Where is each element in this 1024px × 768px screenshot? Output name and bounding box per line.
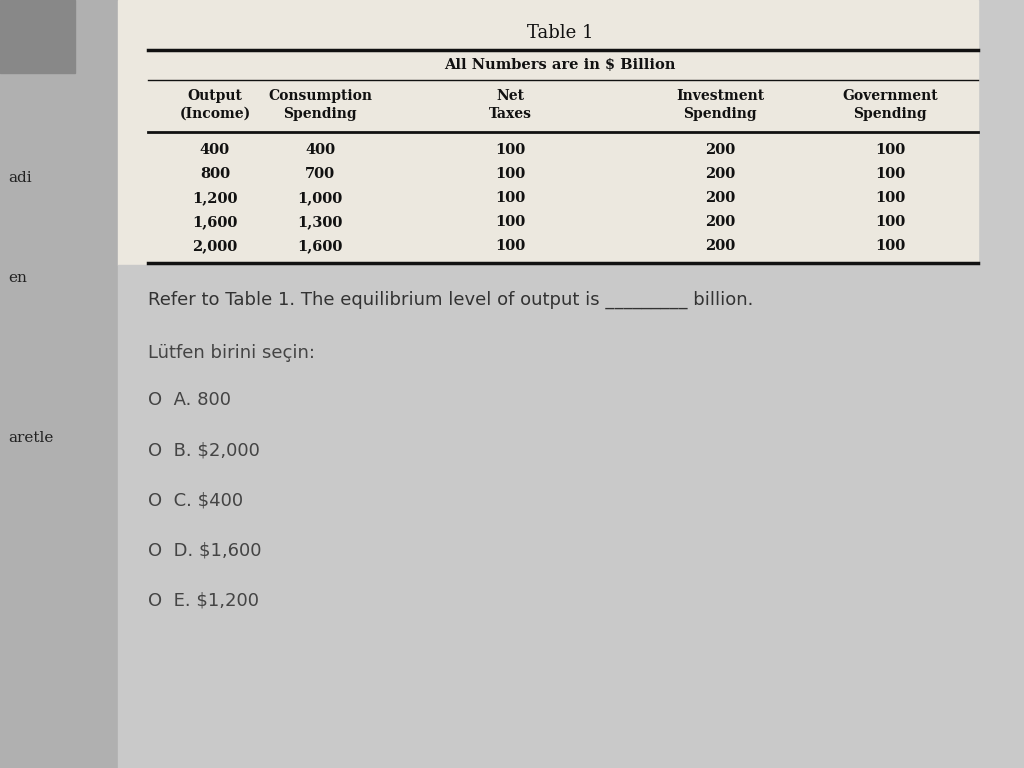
Text: Refer to Table 1. The equilibrium level of output is _________ billion.: Refer to Table 1. The equilibrium level … [148,291,754,310]
Text: (Income): (Income) [179,107,251,121]
Text: adi: adi [8,171,32,185]
Text: Government: Government [842,89,938,103]
Text: 400: 400 [305,143,335,157]
Text: 100: 100 [495,143,525,157]
Text: Lütfen birini seçin:: Lütfen birini seçin: [148,344,315,362]
Text: Spending: Spending [853,107,927,121]
Text: en: en [8,271,27,285]
Text: 700: 700 [305,167,335,181]
Text: O  A. 800: O A. 800 [148,391,231,409]
Text: Taxes: Taxes [488,107,531,121]
Text: 100: 100 [874,167,905,181]
Text: Table 1: Table 1 [526,24,593,42]
Bar [0,0,75,73]
Text: 1,000: 1,000 [297,191,343,205]
Text: Output: Output [187,89,243,103]
Text: Spending: Spending [284,107,356,121]
Text: All Numbers are in $ Billion: All Numbers are in $ Billion [444,58,676,72]
Text: 100: 100 [495,167,525,181]
Text: 100: 100 [874,143,905,157]
Text: Investment: Investment [676,89,764,103]
Text: O  C. $400: O C. $400 [148,491,243,509]
Text: 100: 100 [874,239,905,253]
Text: Spending: Spending [683,107,757,121]
Text: 2,000: 2,000 [193,239,238,253]
Text: 200: 200 [705,143,735,157]
Bar [118,265,1024,768]
Text: 100: 100 [495,239,525,253]
Text: 100: 100 [495,215,525,229]
Text: 1,300: 1,300 [297,215,343,229]
Text: 1,600: 1,600 [193,215,238,229]
Text: 1,200: 1,200 [193,191,238,205]
Text: 200: 200 [705,215,735,229]
Text: O  B. $2,000: O B. $2,000 [148,441,260,459]
Text: 200: 200 [705,191,735,205]
Text: 100: 100 [495,191,525,205]
Bar [118,0,978,265]
Bar [0,0,118,768]
Text: 1,600: 1,600 [297,239,343,253]
Text: Consumption: Consumption [268,89,372,103]
Text: 100: 100 [874,215,905,229]
Text: 400: 400 [200,143,230,157]
Text: O  E. $1,200: O E. $1,200 [148,591,259,609]
Text: O  D. $1,600: O D. $1,600 [148,541,261,559]
Text: 200: 200 [705,167,735,181]
Text: 800: 800 [200,167,230,181]
Text: aretle: aretle [8,431,53,445]
Text: 100: 100 [874,191,905,205]
Text: 200: 200 [705,239,735,253]
Text: Net: Net [496,89,524,103]
